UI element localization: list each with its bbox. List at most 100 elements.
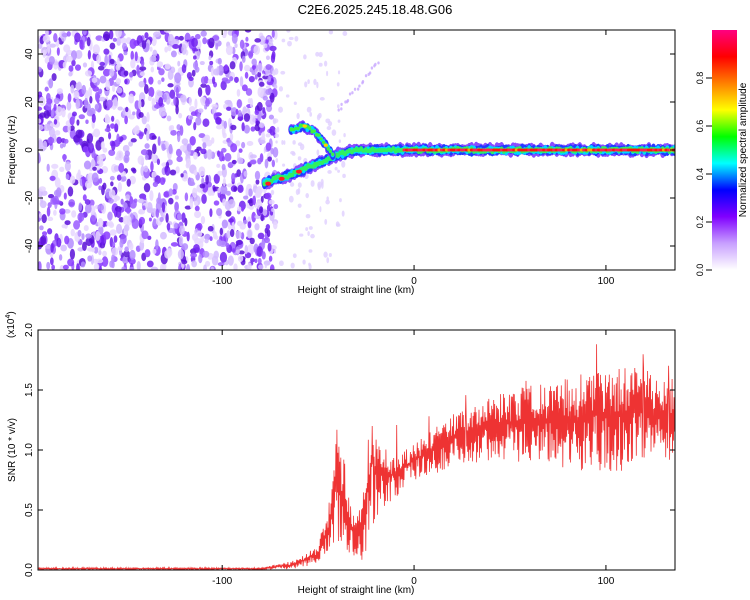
snr-y-tick-label: 1.5 [24,383,35,397]
snr-multiplier-exp: 4 [5,315,12,319]
sparse-speckle [289,182,295,187]
noise-speckle [38,124,44,131]
noise-speckle [205,174,209,185]
noise-speckle [231,221,235,231]
noise-speckle [209,208,213,218]
noise-speckle [63,138,69,144]
noise-speckle [208,55,212,61]
streak-speckle [340,102,343,106]
noise-speckle [73,90,80,100]
noise-speckle [244,30,252,33]
noise-speckle [272,221,278,230]
noise-speckle [61,224,68,229]
signal-branch [317,133,321,137]
noise-speckle [62,153,66,162]
noise-speckle [76,263,80,270]
sparse-speckle [265,85,271,89]
noise-speckle [238,250,245,255]
noise-speckle [219,227,224,236]
noise-speckle [184,192,189,202]
noise-speckle [83,225,89,232]
streak-speckle [368,71,372,75]
noise-speckle [86,133,94,144]
noise-speckle [225,242,230,248]
noise-speckle [110,181,114,187]
noise-speckle [87,255,93,262]
noise-speckle [245,36,249,42]
noise-speckle [134,51,138,62]
sparse-speckle [341,210,345,217]
noise-speckle [116,57,120,67]
noise-speckle [132,111,136,116]
noise-speckle [222,132,227,139]
noise-speckle [223,120,228,129]
noise-speckle [266,204,271,212]
noise-speckle [39,225,44,231]
noise-speckle [59,208,66,215]
noise-speckle [265,64,272,71]
sparse-speckle [309,111,313,117]
noise-speckle [157,192,161,204]
noise-speckle [164,46,169,53]
noise-speckle [193,55,197,60]
sparse-speckle [273,249,277,254]
noise-speckle [78,114,85,120]
sparse-speckle [293,101,297,105]
noise-speckle [251,211,257,223]
sparse-speckle [303,54,307,60]
noise-speckle [47,136,55,144]
noise-speckle [146,202,153,213]
noise-speckle [249,114,256,125]
sparse-speckle [337,169,340,173]
noise-speckle [155,239,159,251]
noise-speckle [177,249,184,260]
noise-speckle [170,50,177,58]
signal-peak [295,169,302,174]
noise-speckle [254,109,260,116]
signal-branch [312,129,316,133]
noise-speckle [226,230,231,239]
noise-speckle [132,168,137,174]
noise-speckle [267,75,272,83]
noise-speckle [248,75,255,83]
noise-speckle [231,172,236,182]
noise-speckle [180,173,184,178]
noise-speckle [38,212,43,219]
sparse-speckle [282,163,286,167]
sparse-speckle [266,36,271,40]
sparse-speckle [304,81,308,88]
noise-speckle [129,38,137,50]
noise-speckle [128,257,136,265]
noise-speckle [163,30,172,33]
noise-speckle [128,114,135,120]
colorbar-gradient [712,30,737,270]
noise-speckle [224,64,229,72]
noise-speckle [122,256,129,265]
noise-speckle [233,263,238,270]
noise-speckle [254,223,260,231]
sparse-speckle [337,70,341,75]
noise-speckle [84,203,92,214]
sparse-speckle [263,147,266,154]
noise-speckle [263,260,271,266]
noise-speckle [238,148,243,153]
sparse-speckle [271,69,276,76]
noise-speckle [141,230,149,240]
noise-speckle [215,124,223,130]
noise-speckle [216,163,221,169]
noise-speckle [111,254,115,264]
spectrogram-x-axis-label: Height of straight line (km) [298,285,415,296]
noise-speckle [193,169,198,176]
noise-speckle [82,241,87,252]
noise-speckle [194,210,202,219]
noise-speckle [105,79,111,91]
noise-speckle [98,177,103,184]
noise-speckle [235,140,241,147]
branch-peak [302,124,307,128]
noise-speckle [257,86,264,98]
noise-speckle [230,107,238,117]
noise-speckle [236,98,242,109]
noise-speckle [244,64,251,72]
noise-speckle [97,65,105,71]
